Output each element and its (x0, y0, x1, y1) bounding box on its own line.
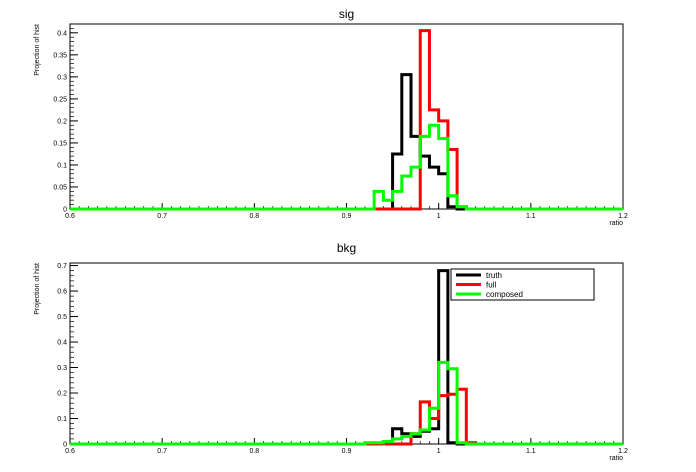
y-tick-label: 0.2 (57, 391, 67, 398)
series-full (70, 29, 623, 211)
x-tick-label: 0.8 (249, 213, 259, 220)
series-composed (70, 360, 623, 446)
x-tick-label: 0.9 (342, 448, 352, 455)
x-tick-label: 0.7 (157, 213, 167, 220)
chart-title: bkg (337, 241, 356, 255)
y-tick-label: 0.15 (53, 140, 67, 147)
x-axis-label: ratio (609, 455, 623, 462)
panel-bkg: bkg 0.6 0.7 0.8 0.9 1 1.1 1.2 0 0.1 0.2 0.3 0.4 0.5 0.… (34, 241, 628, 462)
y-tick-label: 0 (63, 442, 67, 449)
x-tick-label: 1 (437, 448, 441, 455)
x-tick-label: 0.7 (157, 448, 167, 455)
y-tick-label: 0.1 (57, 416, 67, 423)
legend-entry-full: full (486, 281, 496, 290)
y-tick-label: 0.4 (57, 30, 67, 37)
y-tick-label: 0.6 (57, 289, 67, 296)
y-tick-label: 0.35 (53, 52, 67, 59)
y-tick-label: 0.1 (57, 162, 67, 169)
x-tick-label: 1.1 (526, 448, 536, 455)
series-full (70, 387, 623, 446)
panel-sig: sig 0.6 0.7 0.8 0.9 1 1.1 1.2 0 0.05 0.1 0.15 0.2 0.2… (34, 7, 628, 227)
chart-title: sig (339, 7, 354, 21)
y-tick-label: 0.7 (57, 263, 67, 270)
x-tick-label: 1.2 (618, 448, 628, 455)
x-tick-label: 1.1 (526, 213, 536, 220)
y-tick-label: 0.25 (53, 96, 67, 103)
legend-entry-composed: composed (486, 290, 523, 299)
x-tick-label: 0.9 (342, 213, 352, 220)
series-composed (70, 123, 623, 211)
y-tick-label: 0.2 (57, 118, 67, 125)
x-tick-label: 1 (437, 213, 441, 220)
x-tick-label: 1.2 (618, 213, 628, 220)
y-axis-label: Projection of hist (34, 263, 41, 315)
x-tick-label: 0.6 (65, 213, 75, 220)
series-truth (70, 73, 623, 211)
y-tick-label: 0 (63, 207, 67, 214)
y-tick-label: 0.4 (57, 340, 67, 347)
y-tick-label: 0.3 (57, 365, 67, 372)
y-tick-label: 0.5 (57, 314, 67, 321)
x-tick-label: 0.8 (249, 448, 259, 455)
legend-entry-truth: truth (486, 271, 502, 280)
x-axis-label: ratio (609, 220, 623, 227)
x-tick-label: 0.6 (65, 448, 75, 455)
y-tick-label: 0.05 (53, 184, 67, 191)
plot-frame (69, 23, 624, 210)
y-tick-label: 0.3 (57, 74, 67, 81)
y-axis-label: Projection of hist (34, 24, 41, 76)
